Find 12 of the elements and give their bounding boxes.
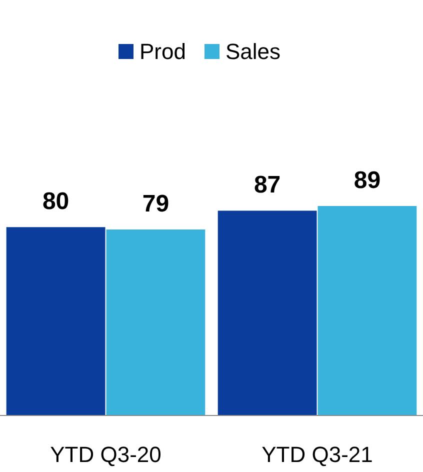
x-tick-label: YTD Q3-21 [262, 442, 373, 467]
bar [318, 206, 417, 415]
x-tick-label: YTD Q3-20 [50, 442, 162, 467]
bar [6, 227, 106, 415]
data-label: 79 [142, 190, 170, 218]
data-label: 87 [254, 172, 281, 199]
data-label: 80 [42, 188, 70, 216]
legend-label: Sales [226, 39, 281, 64]
bar [106, 229, 206, 415]
legend-label: Prod [140, 39, 186, 64]
data-label: 89 [354, 167, 381, 194]
bar [218, 210, 317, 415]
